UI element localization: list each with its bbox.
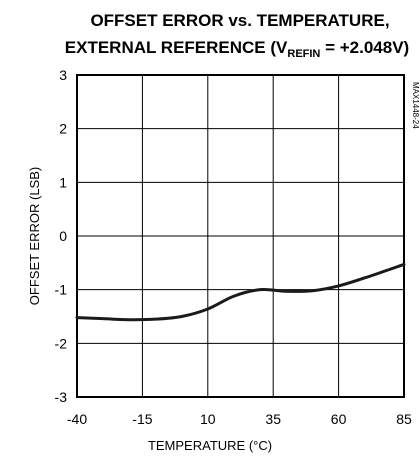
chart-title-line2-sub: REFIN [287, 48, 320, 60]
y-tick-labels: 3 2 1 0 -1 -2 -3 [55, 67, 68, 405]
y-tick-label: 2 [59, 121, 67, 137]
x-tick-label: 60 [331, 411, 347, 427]
series-line [75, 262, 406, 322]
y-tick-label: 0 [59, 228, 67, 244]
y-tick-label: -2 [55, 335, 68, 351]
part-code-label: MAX1448-24 [411, 82, 420, 129]
x-axis-label: TEMPERATURE (°C) [148, 438, 272, 453]
y-tick-label: 3 [59, 67, 67, 83]
x-tick-label: 10 [200, 411, 216, 427]
plot-frame [76, 74, 405, 398]
grid-lines [76, 74, 405, 398]
chart-title-line2-suffix: = +2.048V) [320, 38, 409, 57]
chart-title-line2: EXTERNAL REFERENCE (VREFIN = +2.048V) [65, 38, 409, 60]
x-tick-label: 35 [265, 411, 281, 427]
chart-title-line2-prefix: EXTERNAL REFERENCE (V [65, 38, 288, 57]
y-axis-label: OFFSET ERROR (LSB) [27, 167, 42, 305]
y-tick-label: 1 [59, 174, 67, 190]
x-tick-label: -40 [67, 411, 87, 427]
y-tick-label: -3 [55, 389, 68, 405]
x-tick-label: -15 [132, 411, 152, 427]
x-tick-labels: -40 -15 10 35 60 85 [67, 411, 412, 427]
y-tick-label: -1 [55, 282, 68, 298]
x-tick-label: 85 [396, 411, 412, 427]
chart-title-line1: OFFSET ERROR vs. TEMPERATURE, [90, 11, 389, 30]
